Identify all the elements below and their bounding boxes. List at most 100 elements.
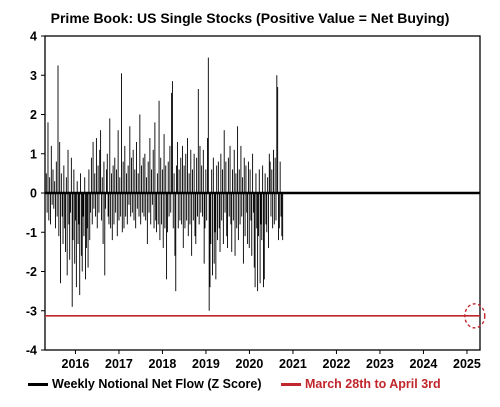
bar [282, 193, 284, 241]
bar [48, 193, 50, 221]
bar [238, 169, 240, 193]
bar [104, 193, 106, 276]
bar [46, 193, 48, 213]
bar [146, 193, 148, 245]
bars-group [45, 57, 480, 311]
x-tick-label: 2025 [453, 357, 481, 371]
bar [249, 169, 251, 193]
bar [95, 138, 97, 193]
legend: Weekly Notional Net Flow (Z Score) March… [28, 375, 488, 399]
bar [140, 193, 142, 225]
bar [116, 193, 118, 237]
bar [263, 193, 265, 280]
bar [120, 193, 122, 217]
bar [212, 157, 214, 193]
bar [201, 165, 203, 193]
bar [235, 173, 237, 194]
bar [262, 165, 264, 193]
bar [230, 193, 232, 225]
bar [47, 122, 49, 193]
bar [170, 193, 172, 213]
bar [151, 169, 152, 193]
bar [185, 153, 187, 193]
bar [64, 193, 66, 229]
bar [276, 75, 278, 193]
bar [56, 193, 58, 217]
bar [188, 173, 190, 194]
bar [157, 193, 159, 225]
bar [156, 173, 158, 194]
bar [204, 193, 206, 229]
bar [210, 193, 212, 245]
bar [281, 193, 283, 237]
bar [163, 134, 165, 194]
bar [109, 118, 111, 193]
y-tick-label: 4 [30, 30, 37, 44]
bar [80, 173, 81, 194]
bar [75, 193, 77, 288]
y-axis: -4 -3 -2 -1 0 1 2 3 4 [26, 30, 45, 358]
bar [52, 169, 54, 193]
bar [134, 169, 136, 193]
bar [202, 193, 203, 217]
bar [86, 193, 88, 229]
y-tick-label: -1 [26, 226, 37, 240]
bar [172, 193, 174, 229]
bar [266, 193, 268, 233]
bar [207, 57, 209, 194]
bar [215, 193, 217, 280]
bar [91, 193, 93, 225]
bar [234, 193, 236, 256]
legend-label-reference: March 28th to April 3rd [305, 377, 441, 391]
bar [223, 130, 225, 193]
bar [269, 161, 271, 193]
bar [190, 149, 192, 193]
bar [242, 177, 244, 193]
bar [212, 193, 213, 276]
bar [66, 193, 68, 276]
bar [245, 165, 247, 193]
bar [198, 193, 200, 225]
bar [200, 193, 202, 213]
bar [156, 193, 157, 233]
bar [103, 161, 105, 193]
bar [250, 193, 252, 221]
bar [277, 87, 279, 193]
bar [208, 193, 210, 311]
bar [141, 165, 142, 193]
bar [118, 193, 120, 221]
bar [155, 193, 157, 221]
bar [133, 193, 135, 221]
legend-swatch-net-flow [28, 383, 48, 387]
bar [207, 138, 208, 193]
bar [192, 193, 194, 221]
x-tick-label: 2022 [323, 357, 351, 371]
bar [119, 177, 121, 193]
bar [77, 193, 79, 245]
bar [273, 149, 274, 193]
bar [218, 193, 220, 229]
bar [221, 193, 223, 221]
bar [225, 161, 227, 193]
bar [164, 193, 166, 229]
bar [252, 193, 254, 213]
bar [78, 193, 80, 225]
y-tick-label: -4 [26, 344, 37, 358]
bar [82, 193, 84, 217]
chart-title: Prime Book: US Single Stocks (Positive V… [50, 10, 450, 26]
bar [189, 193, 191, 225]
bar [116, 169, 117, 193]
bar [107, 193, 109, 217]
bar [110, 193, 112, 229]
bar [227, 157, 229, 193]
bar [93, 193, 95, 209]
bar [111, 173, 112, 194]
bar [85, 193, 87, 248]
bar [257, 193, 259, 292]
bar [173, 173, 175, 194]
bar [131, 157, 132, 193]
bar [187, 138, 188, 193]
bar [65, 193, 66, 252]
bar [182, 193, 184, 248]
